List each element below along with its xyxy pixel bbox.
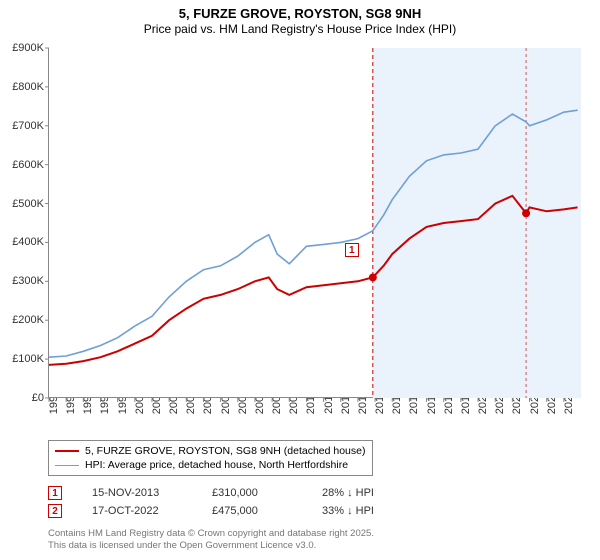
ytick-label: £900K bbox=[0, 42, 44, 54]
footer-line2: This data is licensed under the Open Gov… bbox=[48, 540, 374, 552]
footer-line1: Contains HM Land Registry data © Crown c… bbox=[48, 528, 374, 540]
event-date: 15-NOV-2013 bbox=[92, 487, 182, 499]
event-price: £475,000 bbox=[212, 505, 292, 517]
ytick-label: £800K bbox=[0, 81, 44, 93]
legend-item-hpi: HPI: Average price, detached house, Nort… bbox=[55, 458, 366, 472]
title-line2: Price paid vs. HM Land Registry's House … bbox=[10, 22, 590, 36]
legend-swatch bbox=[55, 450, 79, 452]
ytick-label: £0 bbox=[0, 392, 44, 404]
legend: 5, FURZE GROVE, ROYSTON, SG8 9NH (detach… bbox=[48, 440, 373, 476]
chart-svg bbox=[49, 48, 581, 398]
ytick-label: £500K bbox=[0, 198, 44, 210]
event-marker-icon: 2 bbox=[48, 504, 62, 518]
legend-swatch bbox=[55, 465, 79, 466]
ytick-label: £200K bbox=[0, 314, 44, 326]
ytick-label: £100K bbox=[0, 353, 44, 365]
plot-area: 12 bbox=[48, 48, 580, 398]
ytick-label: £600K bbox=[0, 159, 44, 171]
legend-label: HPI: Average price, detached house, Nort… bbox=[85, 459, 348, 471]
legend-label: 5, FURZE GROVE, ROYSTON, SG8 9NH (detach… bbox=[85, 445, 366, 457]
event-marker-icon: 1 bbox=[48, 486, 62, 500]
legend-item-price-paid: 5, FURZE GROVE, ROYSTON, SG8 9NH (detach… bbox=[55, 444, 366, 458]
chart-container: 5, FURZE GROVE, ROYSTON, SG8 9NH Price p… bbox=[0, 0, 600, 560]
footer-attribution: Contains HM Land Registry data © Crown c… bbox=[48, 528, 374, 552]
event-price: £310,000 bbox=[212, 487, 292, 499]
ytick-label: £400K bbox=[0, 236, 44, 248]
title-block: 5, FURZE GROVE, ROYSTON, SG8 9NH Price p… bbox=[0, 0, 600, 38]
chart-marker-1: 1 bbox=[345, 243, 359, 257]
ytick-label: £300K bbox=[0, 275, 44, 287]
ytick-label: £700K bbox=[0, 120, 44, 132]
event-diff: 28% ↓ HPI bbox=[322, 487, 422, 499]
event-diff: 33% ↓ HPI bbox=[322, 505, 422, 517]
title-line1: 5, FURZE GROVE, ROYSTON, SG8 9NH bbox=[10, 6, 590, 21]
event-row-2: 2 17-OCT-2022 £475,000 33% ↓ HPI bbox=[48, 502, 422, 520]
event-date: 17-OCT-2022 bbox=[92, 505, 182, 517]
event-table: 1 15-NOV-2013 £310,000 28% ↓ HPI 2 17-OC… bbox=[48, 484, 422, 520]
event-row-1: 1 15-NOV-2013 £310,000 28% ↓ HPI bbox=[48, 484, 422, 502]
